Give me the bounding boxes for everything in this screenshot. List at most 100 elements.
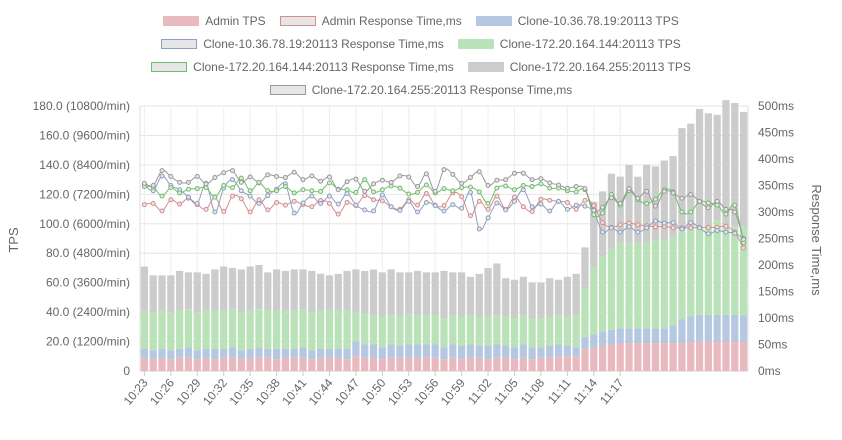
bar-admin bbox=[581, 348, 589, 371]
point-clone144_rt bbox=[397, 185, 403, 191]
point-admin_rt bbox=[617, 222, 623, 228]
point-clone19_rt bbox=[600, 229, 606, 235]
point-clone19_rt bbox=[256, 201, 262, 207]
point-clone255_rt bbox=[274, 173, 280, 179]
bar-clone19 bbox=[493, 344, 501, 358]
bar-clone144 bbox=[387, 315, 395, 345]
point-clone255_rt bbox=[635, 195, 641, 201]
bar-clone255 bbox=[272, 269, 281, 311]
legend-item-admin-rt[interactable]: Admin Response Time,ms bbox=[279, 14, 462, 28]
point-clone19_rt bbox=[362, 207, 368, 213]
bar-clone255 bbox=[669, 156, 677, 238]
point-clone144_rt bbox=[282, 184, 288, 190]
point-clone255_rt bbox=[168, 173, 174, 179]
bar-clone19 bbox=[625, 328, 633, 344]
bar-clone19 bbox=[211, 348, 219, 360]
bar-clone255 bbox=[572, 273, 580, 316]
bar-clone255 bbox=[184, 272, 193, 310]
point-clone144_rt bbox=[441, 186, 447, 192]
bar-admin bbox=[308, 359, 316, 371]
point-clone255_rt bbox=[485, 183, 491, 188]
point-clone144_rt bbox=[652, 196, 658, 202]
legend-item-clone19-rt[interactable]: Clone-10.36.78.19:20113 Response Time,ms bbox=[161, 37, 444, 51]
bar-clone19 bbox=[405, 344, 413, 358]
bar-clone19 bbox=[510, 347, 519, 360]
point-clone144_rt bbox=[644, 201, 650, 207]
point-clone255_rt bbox=[467, 175, 473, 181]
bar-clone255 bbox=[308, 270, 316, 313]
bar-clone255 bbox=[625, 164, 633, 243]
bar-admin bbox=[149, 359, 157, 371]
point-clone255_rt bbox=[450, 171, 456, 177]
bar-clone19 bbox=[167, 350, 175, 360]
bar-admin bbox=[378, 359, 386, 371]
bar-clone19 bbox=[202, 348, 210, 358]
legend-item-clone144-rt[interactable]: Clone-172.20.164.144:20113 Response Time… bbox=[151, 60, 454, 74]
x-tick-label: 10:23 bbox=[121, 376, 151, 408]
bar-clone144 bbox=[704, 226, 712, 316]
bar-clone144 bbox=[660, 239, 668, 329]
x-tick-label: 10:32 bbox=[200, 376, 230, 408]
legend-row-2: Clone-10.36.78.19:20113 Response Time,ms… bbox=[0, 37, 842, 51]
right-tick-label: 0ms bbox=[758, 364, 781, 378]
point-clone19_rt bbox=[626, 224, 632, 230]
legend-item-admin-tps[interactable]: Admin TPS bbox=[163, 14, 266, 28]
bar-clone255 bbox=[590, 201, 598, 267]
legend-item-clone144-tps[interactable]: Clone-172.20.164.144:20113 TPS bbox=[457, 37, 681, 51]
bar-clone19 bbox=[290, 348, 298, 358]
point-clone255_rt bbox=[212, 175, 218, 181]
point-clone144_rt bbox=[732, 202, 738, 208]
bar-clone144 bbox=[669, 237, 677, 326]
point-clone19_rt bbox=[652, 218, 658, 224]
bar-admin bbox=[325, 357, 334, 371]
bar-clone19 bbox=[246, 348, 254, 358]
point-admin_rt bbox=[141, 202, 147, 208]
bar-clone144 bbox=[299, 309, 307, 348]
bar-clone255 bbox=[440, 270, 448, 318]
bar-clone144 bbox=[369, 315, 378, 345]
point-clone19_rt bbox=[705, 231, 711, 237]
bar-clone19 bbox=[528, 347, 536, 360]
legend-label-clone144-rt: Clone-172.20.164.144:20113 Response Time… bbox=[193, 60, 454, 74]
bar-clone144 bbox=[484, 316, 492, 346]
point-clone144_rt bbox=[705, 200, 711, 206]
bar-clone144 bbox=[422, 315, 430, 345]
bar-clone255 bbox=[396, 272, 404, 317]
point-clone255_rt bbox=[661, 188, 667, 194]
bar-clone19 bbox=[713, 315, 721, 342]
bar-clone255 bbox=[607, 173, 616, 249]
point-clone255_rt bbox=[159, 168, 165, 174]
bar-admin bbox=[607, 344, 616, 371]
point-admin_rt bbox=[485, 206, 491, 212]
bar-clone19 bbox=[184, 347, 193, 358]
legend-item-clone255-rt[interactable]: Clone-172.20.164.255:20113 Response Time… bbox=[269, 83, 572, 97]
point-clone144_rt bbox=[379, 187, 385, 193]
bar-clone255 bbox=[413, 270, 422, 316]
bar-clone255 bbox=[493, 263, 501, 316]
bar-admin bbox=[343, 359, 351, 371]
legend-item-clone255-tps[interactable]: Clone-172.20.164.255:20113 TPS bbox=[467, 60, 691, 74]
legend-row-1: Admin TPS Admin Response Time,ms Clone-1… bbox=[0, 14, 842, 28]
bar-clone255 bbox=[317, 273, 325, 311]
point-admin_rt bbox=[423, 190, 429, 196]
point-clone255_rt bbox=[652, 203, 658, 209]
bar-clone255 bbox=[378, 272, 386, 317]
legend-item-clone19-tps[interactable]: Clone-10.36.78.19:20113 TPS bbox=[475, 14, 679, 28]
bar-clone255 bbox=[202, 273, 210, 311]
bar-clone19 bbox=[572, 347, 580, 357]
bar-admin bbox=[678, 343, 686, 371]
point-admin_rt bbox=[573, 206, 579, 212]
bar-admin bbox=[625, 343, 633, 371]
bar-clone19 bbox=[343, 348, 351, 360]
point-clone19_rt bbox=[617, 229, 623, 235]
bar-clone255 bbox=[695, 108, 704, 227]
bar-clone19 bbox=[687, 316, 695, 342]
bar-admin bbox=[158, 357, 166, 371]
point-clone255_rt bbox=[705, 205, 711, 211]
bar-clone255 bbox=[713, 114, 721, 221]
point-clone19_rt bbox=[432, 203, 438, 209]
bar-clone144 bbox=[237, 312, 245, 351]
point-clone255_rt bbox=[150, 183, 156, 188]
left-tick-label: 140.0 (8400/min) bbox=[39, 158, 130, 172]
legend-swatch-clone19-tps bbox=[475, 16, 512, 26]
